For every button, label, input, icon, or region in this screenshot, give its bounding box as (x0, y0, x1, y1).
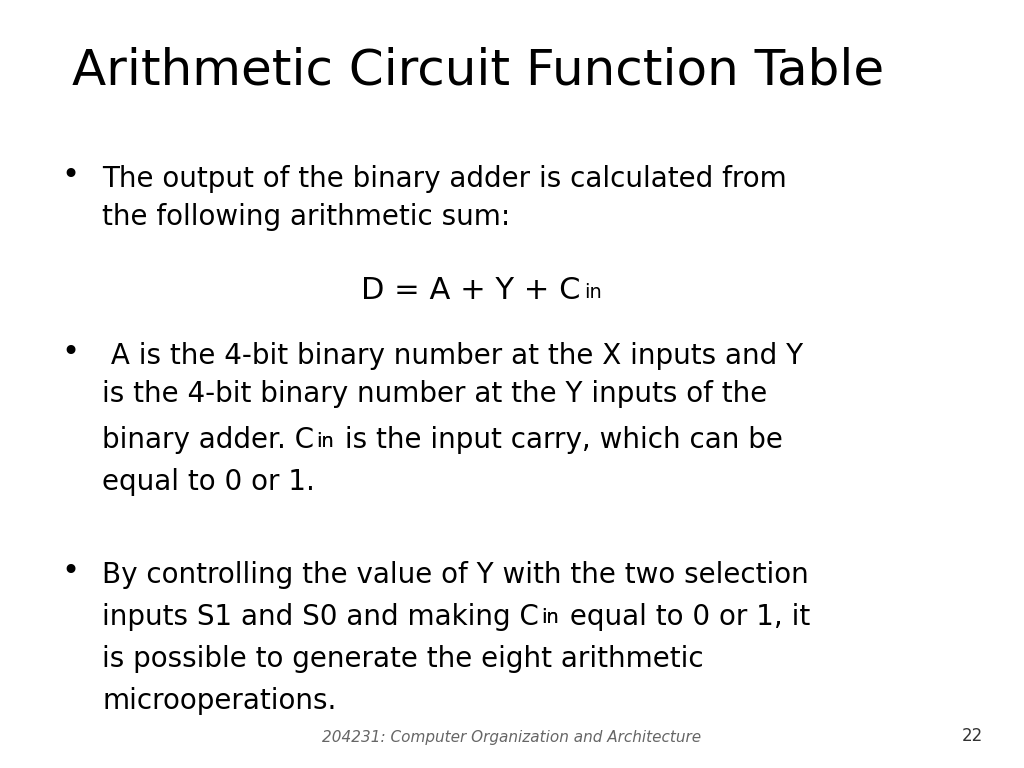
Text: A is the 4-bit binary number at the X inputs and Y
is the 4-bit binary number at: A is the 4-bit binary number at the X in… (102, 342, 804, 408)
Text: in: in (584, 283, 602, 302)
Text: is possible to generate the eight arithmetic: is possible to generate the eight arithm… (102, 645, 705, 673)
Text: •: • (61, 338, 80, 367)
Text: is the input carry, which can be: is the input carry, which can be (336, 426, 783, 454)
Text: D = A + Y + C: D = A + Y + C (361, 276, 581, 306)
Text: in: in (316, 432, 334, 451)
Text: By controlling the value of Y with the two selection: By controlling the value of Y with the t… (102, 561, 809, 588)
Text: 204231: Computer Organization and Architecture: 204231: Computer Organization and Archit… (323, 730, 701, 745)
Text: •: • (61, 161, 80, 190)
Text: in: in (316, 432, 334, 451)
Text: •: • (61, 557, 80, 586)
Text: equal to 0 or 1.: equal to 0 or 1. (102, 468, 315, 496)
Text: in: in (542, 608, 559, 627)
Text: inputs S1 and S0 and making C: inputs S1 and S0 and making C (102, 603, 540, 631)
Text: in: in (542, 608, 559, 627)
Text: equal to 0 or 1, it: equal to 0 or 1, it (561, 603, 810, 631)
Text: Arithmetic Circuit Function Table: Arithmetic Circuit Function Table (72, 46, 884, 94)
Text: microoperations.: microoperations. (102, 687, 337, 715)
Text: binary adder. C: binary adder. C (102, 426, 314, 454)
Text: The output of the binary adder is calculated from
the following arithmetic sum:: The output of the binary adder is calcul… (102, 165, 787, 231)
Text: 22: 22 (962, 727, 983, 745)
